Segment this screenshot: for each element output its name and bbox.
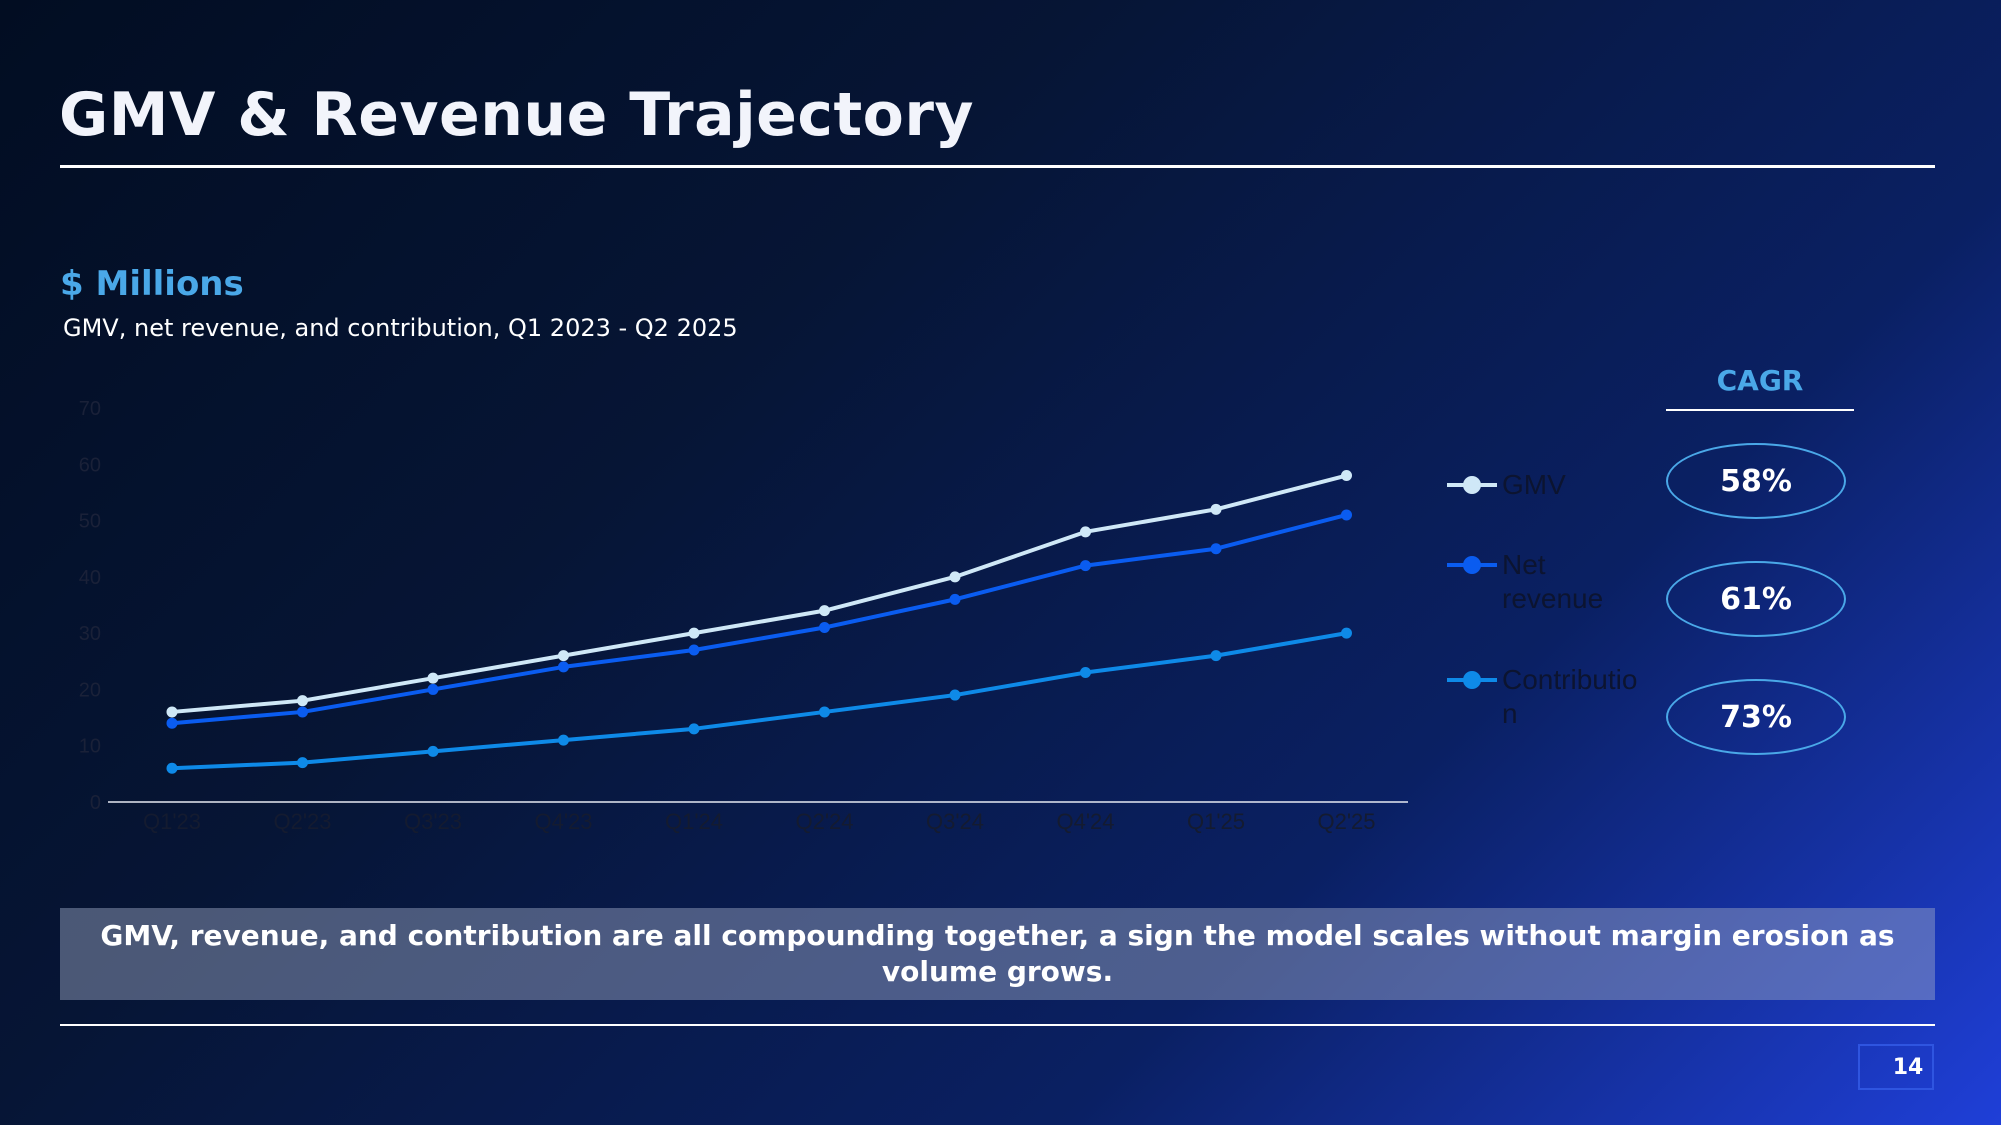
- series-line-0: [170, 473, 1349, 714]
- y-tick-label: 60: [79, 454, 101, 476]
- x-tick-label: Q1'23: [143, 809, 201, 834]
- data-point: [949, 689, 961, 701]
- data-point: [558, 650, 569, 662]
- data-point: [949, 571, 961, 583]
- footer-divider: [60, 1024, 1935, 1026]
- x-tick-label: Q1'25: [1187, 809, 1245, 834]
- series-line-2: [170, 631, 1349, 771]
- x-tick-label: Q3'24: [926, 809, 984, 834]
- cagr-header: CAGR: [1716, 364, 1804, 397]
- data-point: [949, 593, 961, 605]
- data-point: [558, 661, 569, 673]
- data-point: [1341, 627, 1352, 639]
- y-tick-label: 50: [79, 511, 101, 533]
- x-tick-label: Q1'24: [665, 809, 723, 834]
- slide-title: GMV & Revenue Trajectory: [59, 80, 975, 150]
- data-point: [688, 644, 700, 656]
- cagr-contribution-badge: 73%: [1666, 679, 1846, 755]
- x-tick-label: Q4'24: [1056, 809, 1114, 834]
- cagr-divider: [1666, 409, 1854, 411]
- data-point: [1210, 503, 1222, 515]
- x-tick-label: Q4'23: [534, 809, 592, 834]
- data-point: [297, 706, 308, 718]
- takeaway-banner: GMV, revenue, and contribution are all c…: [60, 908, 1935, 1000]
- data-point: [1080, 560, 1091, 572]
- data-point: [1080, 667, 1091, 679]
- legend-label: Contributio n: [1502, 664, 1637, 729]
- chart-subtitle: GMV, net revenue, and contribution, Q1 2…: [63, 314, 738, 342]
- title-divider: [60, 165, 1935, 168]
- y-tick-label: 20: [79, 679, 101, 701]
- data-point: [297, 757, 308, 769]
- cagr-gmv-badge: 58%: [1666, 443, 1846, 519]
- legend-label: GMV: [1502, 469, 1566, 500]
- page-number-box: 14: [1858, 1044, 1934, 1090]
- data-point: [427, 683, 439, 695]
- x-tick-label: Q2'24: [795, 809, 853, 834]
- page-number: 14: [1892, 1054, 1924, 1080]
- legend-marker: [1463, 671, 1481, 689]
- legend-marker: [1463, 556, 1481, 574]
- unit-label: $ Millions: [60, 264, 244, 304]
- x-tick-label: Q2'25: [1317, 809, 1375, 834]
- y-tick-label: 0: [90, 792, 101, 814]
- y-tick-label: 30: [79, 623, 101, 645]
- data-point: [558, 734, 569, 746]
- data-point: [1210, 543, 1222, 555]
- takeaway-text: GMV, revenue, and contribution are all c…: [100, 919, 1895, 988]
- data-point: [688, 723, 700, 735]
- legend-label: Net revenue: [1502, 549, 1603, 614]
- data-point: [427, 745, 439, 757]
- y-tick-label: 10: [79, 736, 101, 758]
- data-point: [1080, 526, 1091, 538]
- data-point: [427, 672, 439, 684]
- data-point: [1341, 470, 1352, 482]
- data-point: [166, 717, 178, 729]
- data-point: [1210, 650, 1222, 662]
- data-point: [819, 706, 830, 718]
- series-line-1: [170, 512, 1349, 726]
- x-tick-label: Q2'23: [273, 809, 331, 834]
- data-point: [166, 706, 178, 718]
- x-tick-label: Q3'23: [404, 809, 462, 834]
- data-point: [166, 762, 178, 774]
- legend-marker: [1463, 476, 1481, 494]
- data-point: [819, 622, 830, 634]
- data-point: [297, 695, 308, 707]
- cagr-net-revenue-badge: 61%: [1666, 561, 1846, 637]
- data-point: [819, 605, 830, 617]
- y-tick-label: 40: [79, 567, 101, 589]
- data-point: [1341, 509, 1352, 521]
- data-point: [688, 627, 700, 639]
- y-tick-label: 70: [79, 398, 101, 420]
